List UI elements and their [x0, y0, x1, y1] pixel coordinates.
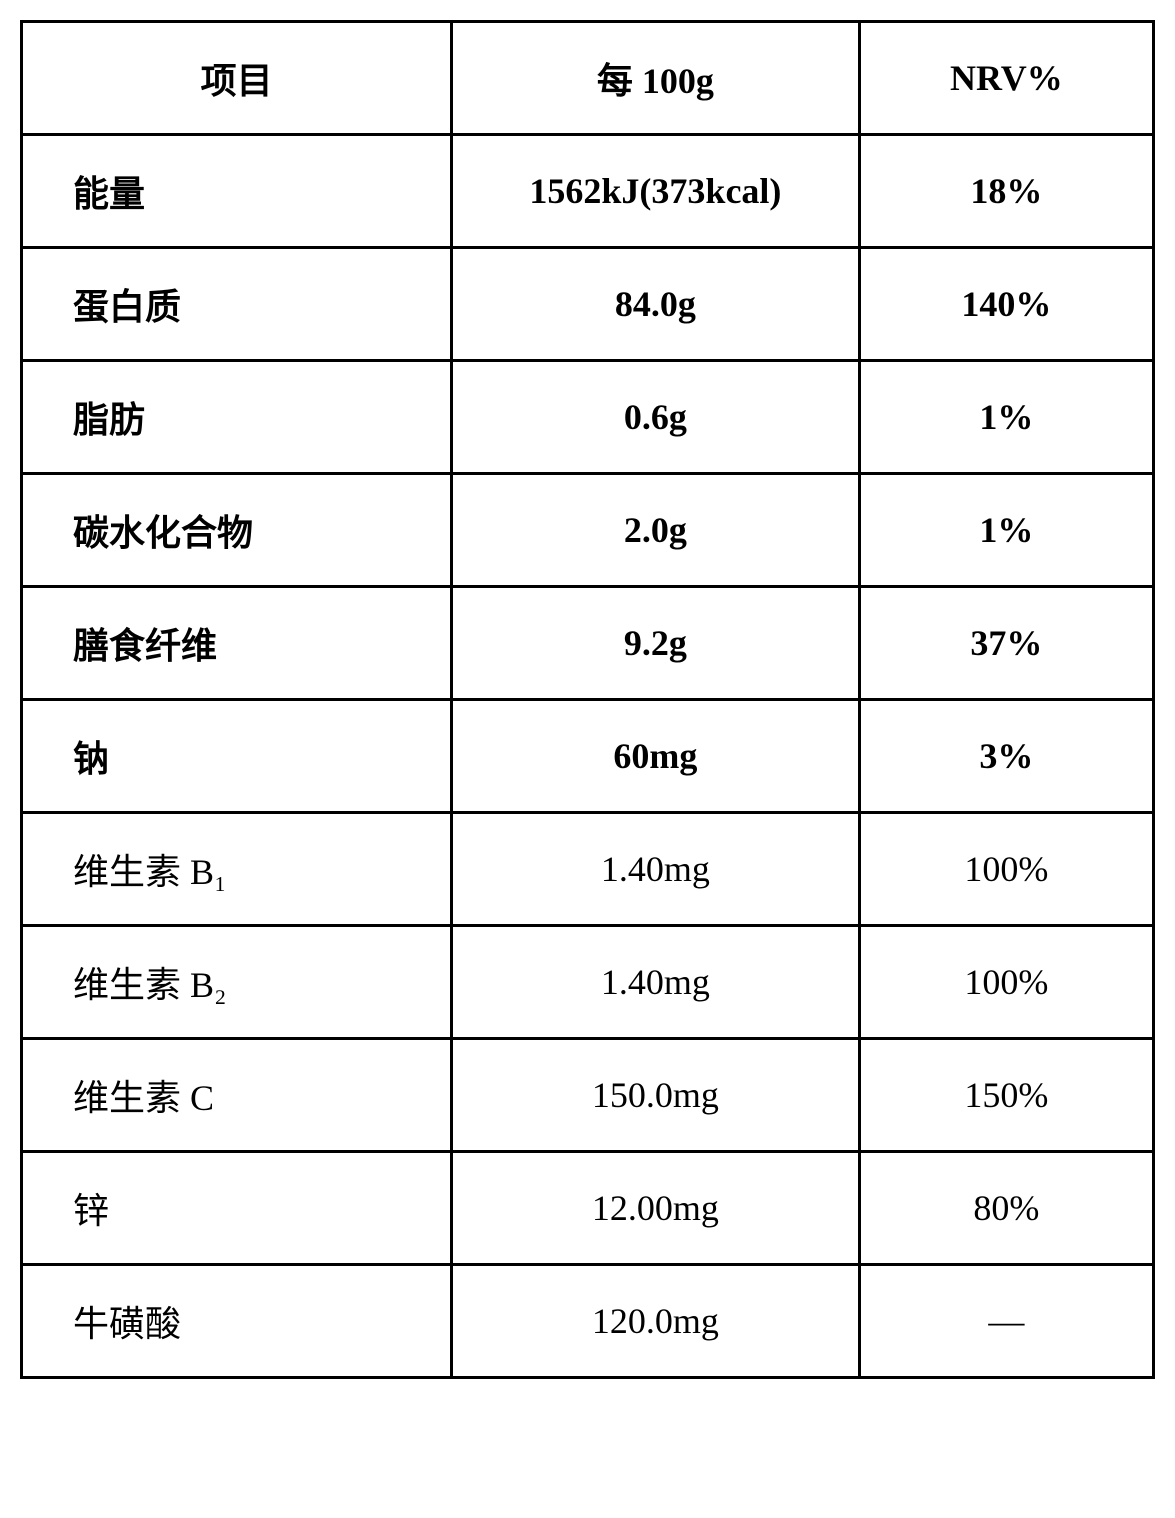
- table-row: 碳水化合物 2.0g 1%: [22, 474, 1154, 587]
- cell-per100g: 84.0g: [452, 248, 860, 361]
- nutrition-facts-table: 项目 每 100g NRV% 能量 1562kJ(373kcal) 18% 蛋白…: [20, 20, 1155, 1379]
- cell-nrv: 140%: [859, 248, 1153, 361]
- cell-item: 碳水化合物: [22, 474, 452, 587]
- cell-item: 维生素 B₂: [22, 926, 452, 1039]
- cell-per100g: 120.0mg: [452, 1265, 860, 1378]
- cell-item: 维生素 C: [22, 1039, 452, 1152]
- cell-per100g: 1.40mg: [452, 813, 860, 926]
- cell-item: 锌: [22, 1152, 452, 1265]
- cell-item: 钠: [22, 700, 452, 813]
- cell-nrv: 1%: [859, 361, 1153, 474]
- table-header-row: 项目 每 100g NRV%: [22, 22, 1154, 135]
- cell-nrv: 100%: [859, 813, 1153, 926]
- header-per100g: 每 100g: [452, 22, 860, 135]
- cell-per100g: 60mg: [452, 700, 860, 813]
- table-row: 能量 1562kJ(373kcal) 18%: [22, 135, 1154, 248]
- cell-nrv: —: [859, 1265, 1153, 1378]
- cell-nrv: 3%: [859, 700, 1153, 813]
- cell-nrv: 100%: [859, 926, 1153, 1039]
- table-row: 脂肪 0.6g 1%: [22, 361, 1154, 474]
- table-row: 维生素 C 150.0mg 150%: [22, 1039, 1154, 1152]
- table-row: 锌 12.00mg 80%: [22, 1152, 1154, 1265]
- cell-item: 牛磺酸: [22, 1265, 452, 1378]
- table-row: 膳食纤维 9.2g 37%: [22, 587, 1154, 700]
- header-nrv: NRV%: [859, 22, 1153, 135]
- cell-item: 脂肪: [22, 361, 452, 474]
- cell-nrv: 150%: [859, 1039, 1153, 1152]
- header-item: 项目: [22, 22, 452, 135]
- table-row: 维生素 B₂ 1.40mg 100%: [22, 926, 1154, 1039]
- cell-per100g: 1.40mg: [452, 926, 860, 1039]
- table-row: 维生素 B₁ 1.40mg 100%: [22, 813, 1154, 926]
- cell-per100g: 1562kJ(373kcal): [452, 135, 860, 248]
- cell-per100g: 12.00mg: [452, 1152, 860, 1265]
- table-row: 蛋白质 84.0g 140%: [22, 248, 1154, 361]
- cell-per100g: 0.6g: [452, 361, 860, 474]
- cell-item: 维生素 B₁: [22, 813, 452, 926]
- cell-per100g: 150.0mg: [452, 1039, 860, 1152]
- cell-item: 膳食纤维: [22, 587, 452, 700]
- cell-item: 蛋白质: [22, 248, 452, 361]
- cell-nrv: 1%: [859, 474, 1153, 587]
- cell-per100g: 2.0g: [452, 474, 860, 587]
- cell-nrv: 37%: [859, 587, 1153, 700]
- table-row: 钠 60mg 3%: [22, 700, 1154, 813]
- cell-nrv: 80%: [859, 1152, 1153, 1265]
- cell-item: 能量: [22, 135, 452, 248]
- cell-nrv: 18%: [859, 135, 1153, 248]
- table-body: 项目 每 100g NRV% 能量 1562kJ(373kcal) 18% 蛋白…: [22, 22, 1154, 1378]
- cell-per100g: 9.2g: [452, 587, 860, 700]
- table-row: 牛磺酸 120.0mg —: [22, 1265, 1154, 1378]
